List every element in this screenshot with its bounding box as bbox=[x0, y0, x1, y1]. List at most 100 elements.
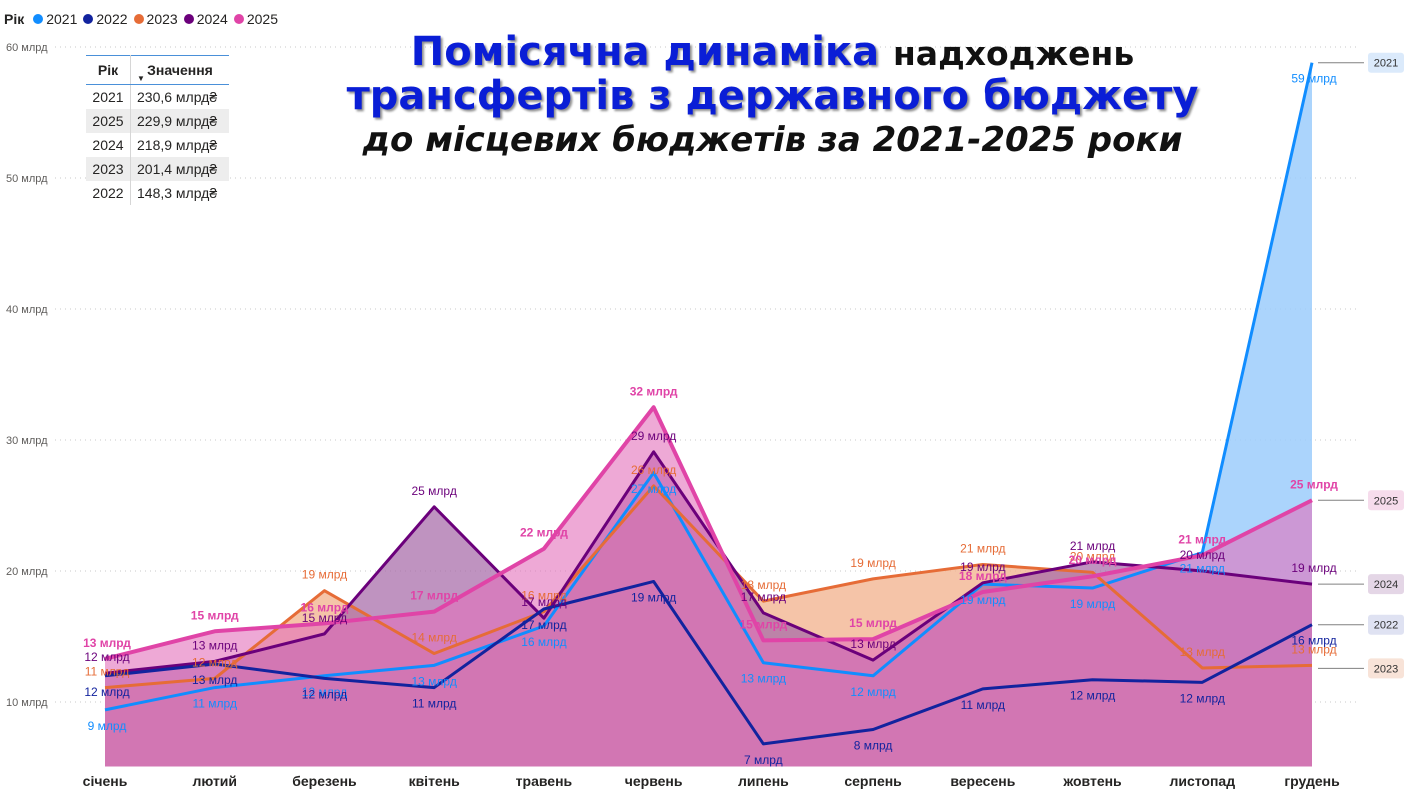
data-label-2024: 21 млрд bbox=[1070, 539, 1115, 553]
legend-item-2025[interactable]: 2025 bbox=[233, 11, 278, 27]
y-tick-label: 60 млрд bbox=[6, 42, 48, 54]
title-line-2: трансфертів з державного бюджету bbox=[346, 73, 1199, 119]
data-label-2021: 59 млрд bbox=[1291, 72, 1336, 86]
legend-label-2022: 2022 bbox=[96, 11, 128, 27]
data-label-2022: 11 млрд bbox=[961, 698, 1005, 712]
data-label-2022: 7 млрд bbox=[744, 753, 783, 767]
data-label-2022: 13 млрд bbox=[192, 673, 237, 687]
title-highlight: Помісячна динаміка bbox=[410, 29, 880, 75]
x-tick-label: грудень bbox=[1284, 773, 1340, 789]
data-label-2025: 25 млрд bbox=[1290, 477, 1338, 491]
data-label-2021: 11 млрд bbox=[193, 697, 237, 711]
table-cell-value: 218,9 млрд₴ bbox=[137, 137, 218, 153]
area-2025 bbox=[105, 407, 1312, 767]
data-label-2024: 19 млрд bbox=[1291, 561, 1336, 575]
data-label-2025: 15 млрд bbox=[739, 617, 787, 631]
data-label-2024: 20 млрд bbox=[1180, 548, 1225, 562]
end-label-2024: 2024 bbox=[1374, 579, 1398, 591]
data-label-2021: 27 млрд bbox=[631, 482, 676, 496]
line-2023 bbox=[104, 484, 1313, 690]
legend-dot-2024 bbox=[183, 14, 194, 24]
data-label-2024: 19 млрд bbox=[960, 560, 1005, 574]
data-label-2025: 17 млрд bbox=[410, 589, 458, 603]
data-label-2025: 18 млрд bbox=[959, 569, 1007, 583]
x-tick-label: березень bbox=[292, 773, 357, 789]
data-label-2024: 29 млрд bbox=[631, 429, 676, 443]
line-2025 bbox=[104, 405, 1313, 661]
table-header-value-label: Значення bbox=[147, 62, 213, 78]
data-label-2021: 13 млрд bbox=[412, 674, 457, 688]
legend-item-2022[interactable]: 2022 bbox=[83, 11, 128, 27]
data-label-2025: 22 млрд bbox=[520, 526, 568, 540]
legend-label-2021: 2021 bbox=[46, 11, 78, 27]
data-label-2024: 12 млрд bbox=[84, 650, 129, 664]
legend-dot-2025 bbox=[233, 14, 244, 24]
data-label-2021: 21 млрд bbox=[1180, 562, 1225, 576]
table-cell-value: 230,6 млрд₴ bbox=[137, 89, 218, 105]
data-label-2021: 13 млрд bbox=[741, 672, 786, 686]
y-tick-label: 20 млрд bbox=[6, 566, 48, 578]
data-label-2021: 19 млрд bbox=[1070, 597, 1115, 611]
chart-title: Помісячна динаміка надходжень трансферті… bbox=[320, 28, 1225, 161]
end-label-2025: 2025 bbox=[1374, 495, 1398, 507]
end-label-bg-2025 bbox=[1368, 490, 1404, 511]
table-header-year[interactable]: Рік bbox=[86, 55, 131, 85]
table-cell-year: 2023 bbox=[86, 157, 131, 181]
end-label-bg-2021 bbox=[1368, 52, 1404, 73]
data-label-2023: 19 млрд bbox=[850, 556, 895, 570]
totals-table: Рік Значення ▼ 2021 230,6 млрд₴ 2025 229,9 … bbox=[86, 55, 229, 205]
data-label-2023: 11 млрд bbox=[85, 665, 129, 679]
data-label-2022: 19 млрд bbox=[631, 590, 676, 604]
x-tick-label: листопад bbox=[1169, 773, 1235, 789]
x-tick-label: січень bbox=[83, 773, 128, 789]
legend-item-2023[interactable]: 2023 bbox=[133, 11, 178, 27]
line-2024 bbox=[104, 450, 1313, 675]
end-label-2023: 2023 bbox=[1374, 663, 1398, 675]
data-label-2022: 8 млрд bbox=[854, 739, 893, 753]
table-cell-value: 148,3 млрд₴ bbox=[137, 185, 218, 201]
legend-item-2021[interactable]: 2021 bbox=[33, 11, 77, 27]
x-tick-label: лютий bbox=[192, 773, 237, 789]
end-label-bg-2023 bbox=[1368, 658, 1404, 679]
table-cell-value: 229,9 млрд₴ bbox=[130, 109, 229, 133]
table-row[interactable]: 2022 148,3 млрд₴ bbox=[86, 181, 229, 205]
chart-legend: Рік 2021 2022 2023 2024 2025 bbox=[4, 11, 284, 27]
data-label-2025: 15 млрд bbox=[849, 616, 897, 630]
x-tick-label: квітень bbox=[409, 773, 461, 789]
x-tick-label: травень bbox=[516, 773, 573, 789]
x-tick-label: серпень bbox=[844, 773, 902, 789]
table-header-value[interactable]: Значення ▼ bbox=[130, 55, 229, 85]
line-2021 bbox=[104, 62, 1314, 712]
data-label-2025: 15 млрд bbox=[191, 608, 239, 622]
data-label-2024: 13 млрд bbox=[850, 637, 895, 651]
legend-dot-2022 bbox=[83, 14, 94, 24]
data-label-2022: 16 млрд bbox=[1291, 634, 1336, 648]
x-tick-label: вересень bbox=[950, 773, 1015, 789]
line-2022 bbox=[104, 579, 1313, 746]
table-row[interactable]: 2023 201,4 млрд₴ bbox=[86, 157, 229, 181]
data-label-2023: 21 млрд bbox=[960, 541, 1005, 555]
table-row[interactable]: 2021 230,6 млрд₴ bbox=[86, 84, 229, 109]
x-tick-label: червень bbox=[625, 773, 683, 789]
table-cell-year: 2022 bbox=[86, 181, 131, 205]
table-row[interactable]: 2025 229,9 млрд₴ bbox=[86, 109, 229, 133]
data-label-2025: 16 млрд bbox=[301, 600, 349, 614]
legend-item-2024[interactable]: 2024 bbox=[183, 11, 228, 27]
y-tick-label: 10 млрд bbox=[6, 697, 48, 709]
data-label-2024: 15 млрд bbox=[302, 611, 347, 625]
data-label-2022: 12 млрд bbox=[84, 685, 129, 699]
data-label-2025: 21 млрд bbox=[1178, 532, 1226, 546]
table-header-row: Рік Значення ▼ bbox=[86, 55, 229, 85]
table-row[interactable]: 2024 218,9 млрд₴ bbox=[86, 133, 229, 157]
data-label-2024: 17 млрд bbox=[521, 595, 566, 609]
data-label-2022: 12 млрд bbox=[1070, 689, 1115, 703]
data-label-2022: 12 млрд bbox=[302, 687, 347, 701]
table-cell-year: 2025 bbox=[86, 109, 131, 133]
data-label-2023: 20 млрд bbox=[1070, 549, 1115, 563]
table-cell-year: 2021 bbox=[86, 84, 131, 109]
data-label-2022: 11 млрд bbox=[412, 697, 456, 711]
y-tick-label: 30 млрд bbox=[6, 435, 48, 447]
y-tick-label: 50 млрд bbox=[6, 173, 48, 185]
data-label-2021: 12 млрд bbox=[850, 685, 895, 699]
